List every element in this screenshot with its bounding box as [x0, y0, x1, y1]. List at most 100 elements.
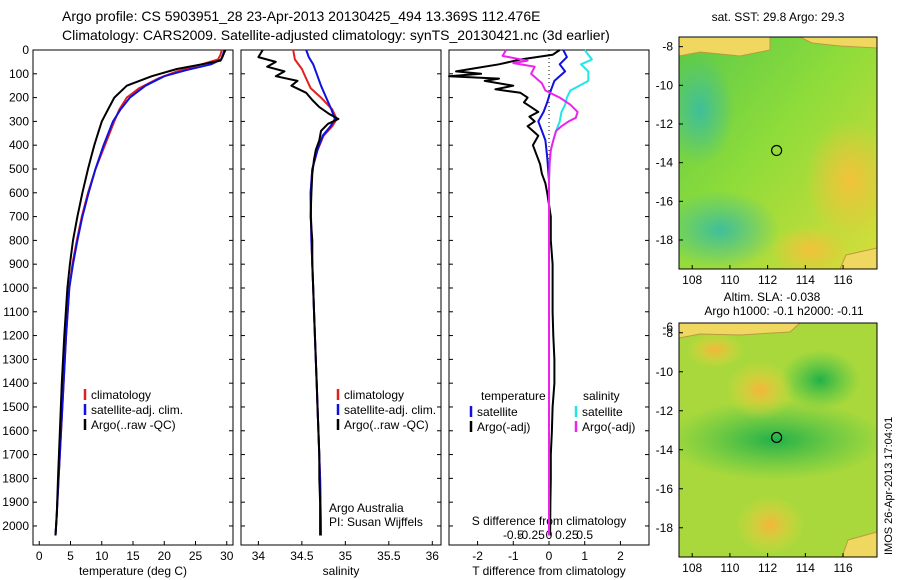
- sla-low-patch: [780, 350, 860, 410]
- series-line-argo-raw-qc-: [257, 49, 340, 536]
- depth-tick-label: 1000: [2, 281, 29, 295]
- x-tick-label: -1: [508, 549, 519, 563]
- s-diff-tick-label: -0.5: [503, 528, 524, 542]
- argo-position-marker: [771, 431, 783, 444]
- sla-map-subtitle: Argo h1000: -0.1 h2000: -0.11: [704, 304, 864, 318]
- land-java: [679, 323, 801, 339]
- plot-title-line2: Climatology: CARS2009. Satellite-adjuste…: [62, 27, 610, 43]
- legend-label: Argo(..raw -QC): [91, 418, 176, 432]
- map-x-tick-label: 116: [833, 273, 852, 287]
- map-x-tick-label: 110: [720, 273, 739, 287]
- salinity-panel: 34 34.5 35 35.5 36 salinity climatologysatelli…: [240, 49, 442, 578]
- land-java: [679, 37, 771, 57]
- difference-xlabel: T difference from climatology: [472, 564, 626, 578]
- depth-tick-label: 1300: [2, 352, 29, 366]
- depth-tick-label: 2000: [2, 519, 29, 533]
- sla-high-patch: [725, 360, 795, 420]
- x-tick-label: 35: [339, 549, 353, 563]
- s-diff-tick-label: -0.25: [517, 528, 545, 542]
- map-y-tick-label: -6: [662, 320, 673, 334]
- map-x-tick-label: 112: [758, 561, 777, 575]
- map-y-tick-label: -14: [656, 156, 674, 170]
- map-y-tick-label: -8: [662, 326, 673, 340]
- x-tick-label: 35.5: [377, 549, 401, 563]
- map-y-tick-label: -12: [656, 404, 674, 418]
- x-tick-label: 5: [67, 549, 74, 563]
- map-x-tick-label: 114: [796, 561, 815, 575]
- depth-tick-label: 800: [9, 233, 29, 247]
- depth-tick-label: 900: [9, 257, 29, 271]
- legend-label: satellite: [582, 405, 623, 419]
- depth-tick-label: 1700: [2, 448, 29, 462]
- depth-tick-label: 1200: [2, 329, 29, 343]
- map-y-tick-label: -10: [656, 78, 674, 92]
- sla-low-patch: [679, 400, 877, 480]
- depth-tick-label: 1100: [3, 305, 29, 319]
- sst-warm-patch: [770, 225, 850, 269]
- legend-heading-temperature: temperature: [481, 389, 546, 403]
- temperature-axes-frame: [32, 49, 234, 546]
- legend-heading-salinity: salinity: [583, 389, 620, 403]
- argo-position-marker: [771, 144, 783, 157]
- sst-map: [678, 36, 878, 270]
- series-line-satellite-adj-clim-: [54, 49, 226, 536]
- map-x-tick-label: 108: [682, 561, 702, 575]
- depth-tick-label: 200: [9, 91, 29, 105]
- temperature-xlabel: temperature (deg C): [79, 564, 187, 578]
- legend-label: Argo(..raw -QC): [344, 418, 429, 432]
- series-line-argo-raw-qc-: [54, 49, 227, 536]
- sst-warm-patch: [805, 120, 877, 240]
- credit-annotation: Argo Australia: [329, 501, 404, 515]
- sst-cool-patch: [679, 190, 780, 269]
- sla-map-title: Altim. SLA: -0.038: [724, 290, 821, 304]
- sst-map-title: sat. SST: 29.8 Argo: 29.3: [712, 10, 845, 24]
- salinity-axes-frame: [240, 49, 442, 546]
- legend-label: climatology: [344, 388, 404, 402]
- depth-tick-label: 1900: [2, 495, 29, 509]
- legend-label: climatology: [91, 388, 151, 402]
- map-y-tick-label: -16: [656, 482, 674, 496]
- sst-map-frame: [678, 36, 878, 270]
- plot-title-line1: Argo profile: CS 5903951_28 23-Apr-2013 …: [62, 8, 541, 24]
- x-tick-label: 2: [617, 549, 624, 563]
- salinity-xlabel: salinity: [323, 564, 360, 578]
- s-diff-tick-label: 0.25: [555, 528, 579, 542]
- series-line-salinity-argo-adj-: [501, 49, 579, 536]
- depth-tick-label: 1500: [2, 400, 29, 414]
- land-bali: [799, 37, 877, 49]
- x-tick-label: 0: [36, 549, 43, 563]
- map-x-tick-label: 110: [720, 561, 739, 575]
- legend-label: satellite-adj. clim.: [91, 403, 183, 417]
- temperature-panel: 0100200300400500600700800900100011001200…: [2, 43, 233, 578]
- x-tick-label: -2: [472, 549, 483, 563]
- map-y-tick-label: -18: [656, 233, 674, 247]
- depth-tick-label: 400: [9, 138, 29, 152]
- x-tick-label: 36: [426, 549, 440, 563]
- sla-high-patch: [735, 495, 805, 555]
- sla-map-frame: [678, 322, 878, 558]
- map-y-tick-label: -10: [656, 365, 674, 379]
- depth-tick-label: 1800: [2, 471, 29, 485]
- legend-label: satellite-adj. clim.: [344, 403, 436, 417]
- x-tick-label: 34.5: [290, 549, 314, 563]
- depth-tick-label: 100: [9, 67, 29, 81]
- legend-label: satellite: [477, 405, 518, 419]
- x-tick-label: 34: [252, 549, 266, 563]
- depth-tick-label: 0: [22, 43, 29, 57]
- credit-annotation: PI: Susan Wijffels: [329, 515, 423, 529]
- depth-tick-label: 700: [9, 210, 29, 224]
- depth-tick-label: 1600: [2, 424, 29, 438]
- x-tick-label: 15: [126, 549, 140, 563]
- depth-tick-label: 300: [9, 114, 29, 128]
- map-y-tick-label: -12: [656, 117, 674, 131]
- land-australia: [839, 247, 877, 269]
- imos-timestamp: IMOS 26-Apr-2013 17:04:01: [883, 416, 895, 555]
- map-x-tick-label: 114: [796, 273, 815, 287]
- depth-tick-label: 600: [9, 186, 29, 200]
- depth-tick-label: 1400: [2, 376, 29, 390]
- map-y-tick-label: -16: [656, 194, 674, 208]
- sst-cool-patch: [679, 55, 735, 165]
- map-x-tick-label: 112: [758, 273, 777, 287]
